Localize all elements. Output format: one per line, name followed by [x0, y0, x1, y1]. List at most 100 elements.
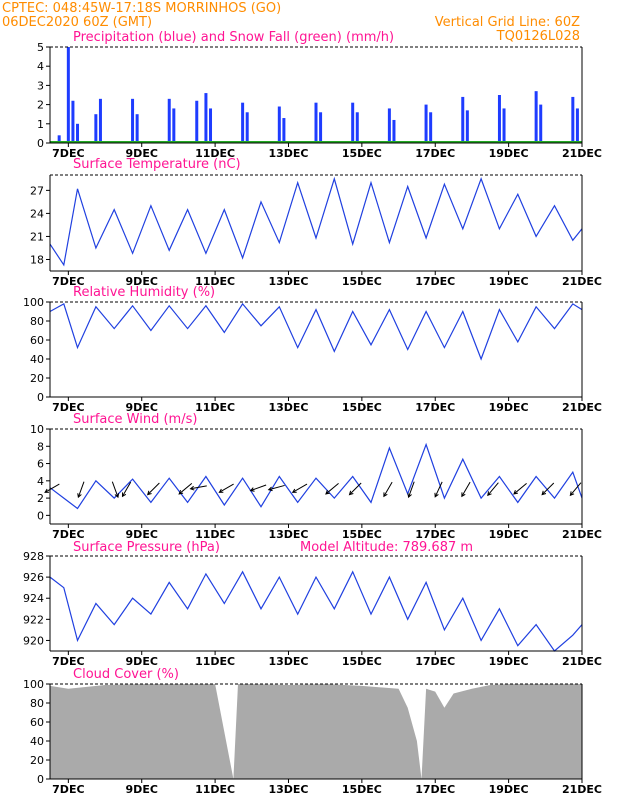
precip-bar — [282, 118, 286, 143]
y-tick-label: 80 — [30, 697, 44, 710]
x-tick-label: 13DEC — [268, 401, 308, 414]
x-tick-label: 7DEC — [52, 147, 84, 160]
series-line — [49, 176, 583, 267]
y-tick-label: 4 — [37, 475, 44, 488]
x-tick-label: 9DEC — [126, 528, 158, 541]
x-tick-label: 15DEC — [342, 401, 382, 414]
series-line — [49, 442, 583, 510]
y-tick-label: 1 — [37, 118, 44, 131]
x-tick-label: 13DEC — [268, 528, 308, 541]
x-tick-label: 15DEC — [342, 275, 382, 288]
y-tick-label: 926 — [23, 571, 44, 584]
y-tick-label: 0 — [37, 391, 44, 404]
x-tick-label: 19DEC — [489, 783, 529, 796]
y-tick-label: 3 — [37, 79, 44, 92]
precip-bar — [534, 91, 538, 143]
x-tick-label: 13DEC — [268, 147, 308, 160]
y-tick-label: 100 — [23, 296, 44, 309]
wind-arrow — [487, 482, 499, 497]
precip-bar — [424, 104, 428, 143]
precip-bar — [131, 98, 135, 143]
y-tick-label: 10 — [30, 423, 44, 436]
precipitation-title: Precipitation (blue) and Snow Fall (gree… — [73, 30, 394, 45]
y-tick-label: 5 — [37, 41, 44, 54]
precip-bar — [94, 114, 98, 143]
x-tick-label: 9DEC — [126, 655, 158, 668]
y-tick-label: 6 — [37, 458, 44, 471]
wind-arrow — [348, 482, 362, 496]
x-tick-label: 11DEC — [195, 783, 235, 796]
precip-bar — [465, 110, 469, 143]
y-tick-label: 928 — [23, 550, 44, 563]
x-tick-label: 19DEC — [489, 401, 529, 414]
x-tick-label: 19DEC — [489, 275, 529, 288]
x-tick-label: 7DEC — [52, 528, 84, 541]
precip-bar — [66, 47, 70, 143]
wind-arrow — [513, 482, 527, 495]
wind-title: Surface Wind (m/s) — [73, 412, 197, 427]
x-tick-label: 9DEC — [126, 783, 158, 796]
x-tick-label: 17DEC — [415, 147, 455, 160]
y-tick-label: 60 — [30, 716, 44, 729]
y-tick-label: 0 — [37, 137, 44, 150]
precip-bar — [98, 98, 102, 143]
wind-arrow — [218, 483, 234, 493]
x-tick-label: 21DEC — [562, 275, 602, 288]
x-tick-label: 19DEC — [489, 147, 529, 160]
wind-arrow — [267, 484, 285, 492]
temperature-title: Surface Temperature (nC) — [73, 157, 241, 172]
x-tick-label: 11DEC — [195, 275, 235, 288]
y-tick-label: 924 — [23, 592, 44, 605]
wind-arrow — [77, 481, 85, 499]
x-tick-label: 13DEC — [268, 655, 308, 668]
y-tick-label: 4 — [37, 60, 44, 73]
y-tick-label: 920 — [23, 634, 44, 647]
precip-bar — [571, 96, 575, 143]
x-tick-label: 17DEC — [415, 528, 455, 541]
cloud-cover-title: Cloud Cover (%) — [73, 667, 179, 682]
y-tick-label: 100 — [23, 678, 44, 691]
precip-bar — [314, 102, 318, 143]
header-model: TQ0126L028 — [496, 29, 580, 44]
wind-arrow — [121, 481, 132, 498]
series-line — [49, 570, 583, 652]
y-tick-label: 80 — [30, 315, 44, 328]
x-tick-label: 9DEC — [126, 275, 158, 288]
wind-arrow — [569, 482, 582, 497]
y-tick-label: 0 — [37, 509, 44, 522]
precip-bar — [319, 112, 323, 143]
precip-bar — [209, 108, 213, 143]
precip-bar — [195, 100, 199, 143]
precip-bar — [241, 102, 245, 143]
y-tick-label: 60 — [30, 334, 44, 347]
y-tick-label: 40 — [30, 353, 44, 366]
x-tick-label: 21DEC — [562, 655, 602, 668]
x-tick-label: 21DEC — [562, 401, 602, 414]
wind-panel: 0 2 4 6 8 10 7DEC 9DEC 11DEC 13DEC 15DEC 17DEC 19DEC… — [30, 412, 602, 541]
precip-bar — [351, 102, 355, 143]
precip-bar — [135, 114, 139, 143]
model-altitude-label: Model Altitude: 789.687 m — [300, 540, 473, 555]
x-tick-label: 9DEC — [126, 401, 158, 414]
y-tick-label: 2 — [37, 492, 44, 505]
wind-arrow — [325, 482, 339, 495]
precip-bar — [539, 104, 543, 143]
y-tick-label: 2 — [37, 99, 44, 112]
x-tick-label: 21DEC — [562, 147, 602, 160]
x-tick-label: 21DEC — [562, 783, 602, 796]
x-tick-label: 15DEC — [342, 147, 382, 160]
precip-bar — [575, 108, 579, 143]
precip-bar — [57, 135, 61, 143]
wind-arrow — [407, 481, 415, 499]
precip-bar — [76, 123, 80, 143]
wind-arrow — [461, 481, 471, 498]
wind-arrow — [291, 483, 308, 493]
y-tick-label: 20 — [30, 372, 44, 385]
pressure-panel: 920 922 924 926 928 7DEC 9DEC 11DEC 13DEC 15DEC 17… — [23, 540, 602, 668]
x-tick-label: 7DEC — [52, 401, 84, 414]
precip-bar — [392, 119, 396, 143]
precip-bar — [172, 108, 176, 143]
humidity-title: Relative Humidity (%) — [73, 285, 215, 300]
wind-arrow — [434, 481, 443, 498]
